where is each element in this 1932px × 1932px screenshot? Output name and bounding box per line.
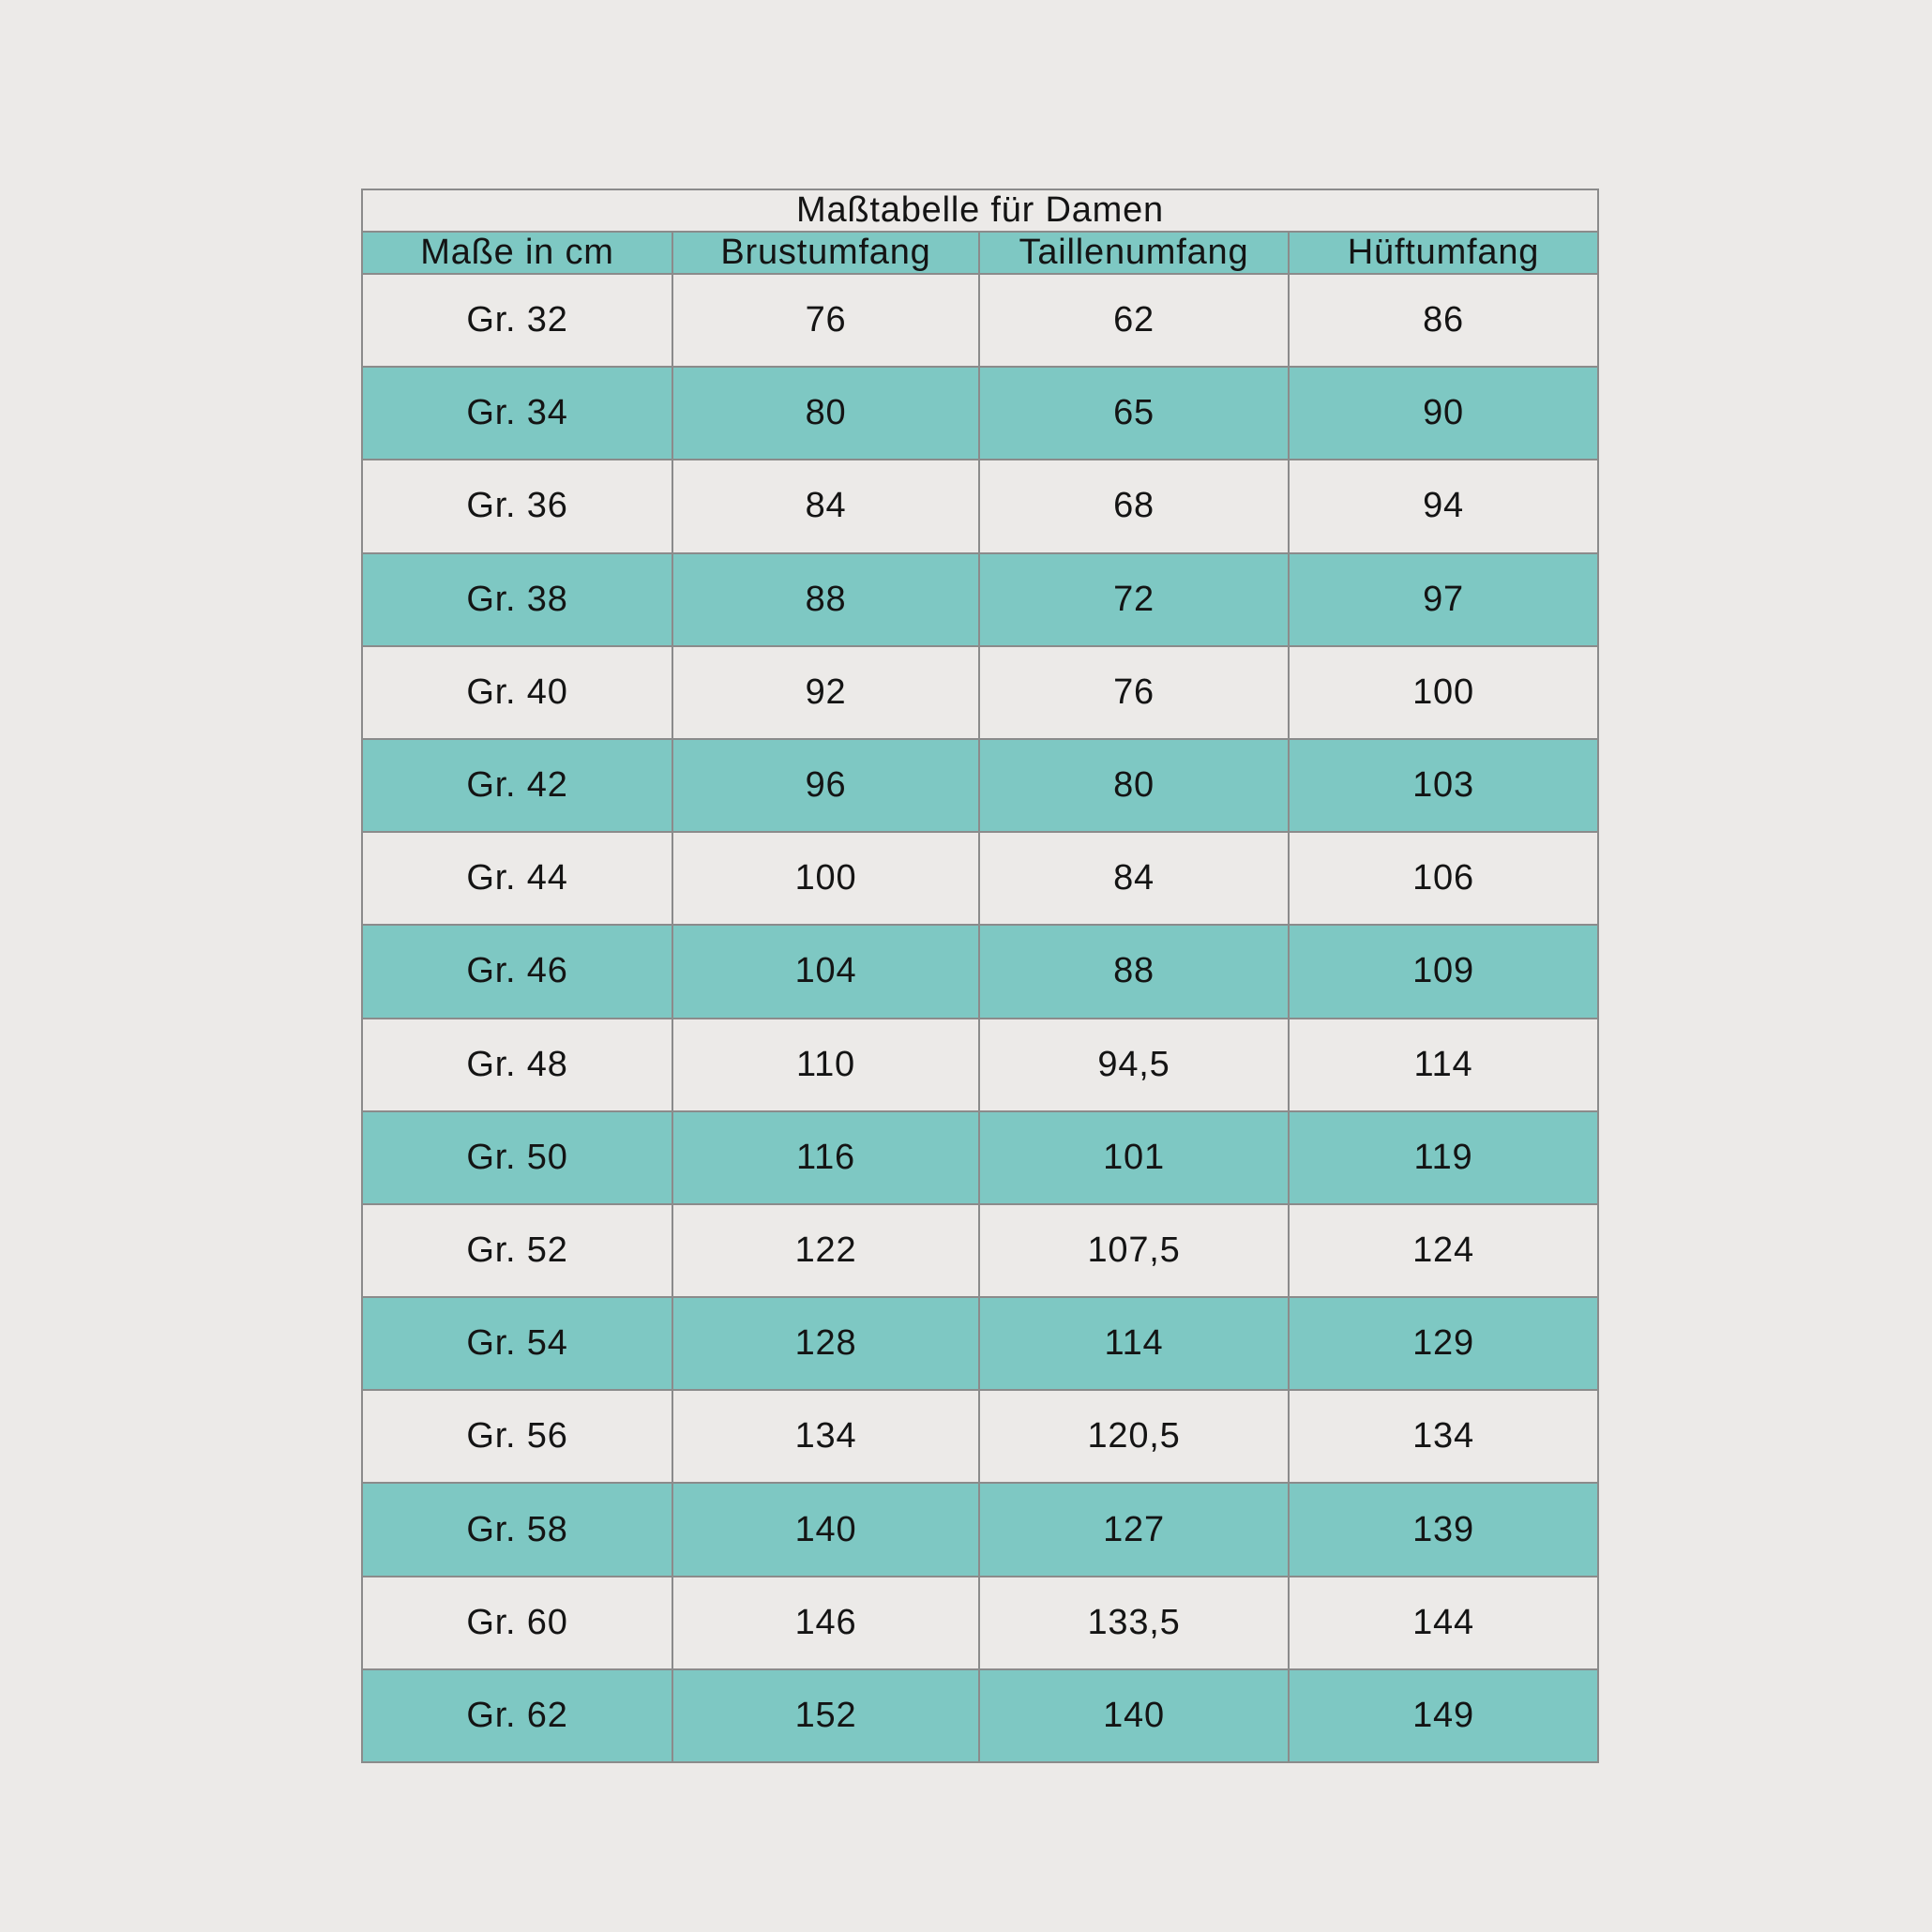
waist-cell: 65 xyxy=(978,366,1290,461)
table-row: Gr. 62 152 140 149 xyxy=(361,1668,1599,1764)
bust-cell: 116 xyxy=(672,1109,980,1205)
waist-cell: 107,5 xyxy=(978,1202,1290,1299)
waist-cell: 88 xyxy=(978,924,1290,1019)
table-row: Gr. 46 104 88 109 xyxy=(361,924,1599,1019)
table-row: Gr. 34 80 65 90 xyxy=(361,366,1599,461)
table-row: Gr. 42 96 80 103 xyxy=(361,737,1599,834)
waist-cell: 94,5 xyxy=(978,1017,1290,1112)
waist-cell: 120,5 xyxy=(978,1389,1290,1485)
table-row: Gr. 50 116 101 119 xyxy=(361,1109,1599,1205)
column-header-bust: Brustumfang xyxy=(672,231,980,275)
hip-cell: 97 xyxy=(1288,551,1599,647)
bust-cell: 104 xyxy=(672,924,980,1019)
column-header-waist: Taillenumfang xyxy=(978,231,1290,275)
hip-cell: 90 xyxy=(1288,366,1599,461)
bust-cell: 140 xyxy=(672,1482,980,1577)
hip-cell: 119 xyxy=(1288,1109,1599,1205)
bust-cell: 128 xyxy=(672,1296,980,1392)
size-cell: Gr. 46 xyxy=(361,924,673,1019)
size-cell: Gr. 62 xyxy=(361,1668,673,1764)
size-cell: Gr. 52 xyxy=(361,1202,673,1299)
hip-cell: 109 xyxy=(1288,924,1599,1019)
waist-cell: 68 xyxy=(978,459,1290,554)
waist-cell: 80 xyxy=(978,737,1290,834)
bust-cell: 110 xyxy=(672,1017,980,1112)
size-cell: Gr. 40 xyxy=(361,644,673,740)
bust-cell: 76 xyxy=(672,272,980,369)
table-row: Gr. 60 146 133,5 144 xyxy=(361,1575,1599,1670)
size-cell: Gr. 36 xyxy=(361,459,673,554)
title-row: Maßtabelle für Damen xyxy=(361,189,1599,233)
size-cell: Gr. 60 xyxy=(361,1575,673,1670)
bust-cell: 84 xyxy=(672,459,980,554)
bust-cell: 92 xyxy=(672,644,980,740)
hip-cell: 144 xyxy=(1288,1575,1599,1670)
hip-cell: 103 xyxy=(1288,737,1599,834)
table-row: Gr. 52 122 107,5 124 xyxy=(361,1202,1599,1299)
table-row: Gr. 44 100 84 106 xyxy=(361,831,1599,927)
size-cell: Gr. 42 xyxy=(361,737,673,834)
table-row: Gr. 40 92 76 100 xyxy=(361,644,1599,740)
bust-cell: 80 xyxy=(672,366,980,461)
hip-cell: 94 xyxy=(1288,459,1599,554)
bust-cell: 100 xyxy=(672,831,980,927)
bust-cell: 122 xyxy=(672,1202,980,1299)
bust-cell: 146 xyxy=(672,1575,980,1670)
hip-cell: 106 xyxy=(1288,831,1599,927)
table-row: Gr. 56 134 120,5 134 xyxy=(361,1389,1599,1485)
size-cell: Gr. 50 xyxy=(361,1109,673,1205)
waist-cell: 76 xyxy=(978,644,1290,740)
waist-cell: 62 xyxy=(978,272,1290,369)
size-cell: Gr. 54 xyxy=(361,1296,673,1392)
size-cell: Gr. 38 xyxy=(361,551,673,647)
size-cell: Gr. 34 xyxy=(361,366,673,461)
table-head: Maßtabelle für Damen Maße in cm Brustumf… xyxy=(361,189,1599,275)
hip-cell: 139 xyxy=(1288,1482,1599,1577)
size-cell: Gr. 56 xyxy=(361,1389,673,1485)
hip-cell: 86 xyxy=(1288,272,1599,369)
hip-cell: 149 xyxy=(1288,1668,1599,1764)
waist-cell: 101 xyxy=(978,1109,1290,1205)
hip-cell: 129 xyxy=(1288,1296,1599,1392)
column-header-hip: Hüftumfang xyxy=(1288,231,1599,275)
waist-cell: 84 xyxy=(978,831,1290,927)
bust-cell: 96 xyxy=(672,737,980,834)
bust-cell: 88 xyxy=(672,551,980,647)
size-cell: Gr. 48 xyxy=(361,1017,673,1112)
table-row: Gr. 48 110 94,5 114 xyxy=(361,1017,1599,1112)
size-cell: Gr. 32 xyxy=(361,272,673,369)
size-cell: Gr. 44 xyxy=(361,831,673,927)
table-row: Gr. 32 76 62 86 xyxy=(361,272,1599,369)
hip-cell: 124 xyxy=(1288,1202,1599,1299)
size-table: Maßtabelle für Damen Maße in cm Brustumf… xyxy=(361,189,1599,1764)
waist-cell: 127 xyxy=(978,1482,1290,1577)
hip-cell: 134 xyxy=(1288,1389,1599,1485)
waist-cell: 133,5 xyxy=(978,1575,1290,1670)
bust-cell: 152 xyxy=(672,1668,980,1764)
bust-cell: 134 xyxy=(672,1389,980,1485)
size-cell: Gr. 58 xyxy=(361,1482,673,1577)
table-title: Maßtabelle für Damen xyxy=(361,189,1599,233)
hip-cell: 100 xyxy=(1288,644,1599,740)
column-header-size: Maße in cm xyxy=(361,231,673,275)
header-row: Maße in cm Brustumfang Taillenumfang Hüf… xyxy=(361,231,1599,275)
table-row: Gr. 38 88 72 97 xyxy=(361,551,1599,647)
table-row: Gr. 54 128 114 129 xyxy=(361,1296,1599,1392)
waist-cell: 140 xyxy=(978,1668,1290,1764)
table-row: Gr. 36 84 68 94 xyxy=(361,459,1599,554)
table-row: Gr. 58 140 127 139 xyxy=(361,1482,1599,1577)
hip-cell: 114 xyxy=(1288,1017,1599,1112)
waist-cell: 114 xyxy=(978,1296,1290,1392)
size-chart: Maßtabelle für Damen Maße in cm Brustumf… xyxy=(361,189,1599,1764)
table-body: Gr. 32 76 62 86 Gr. 34 80 65 90 Gr. 36 84 68 94 Gr. … xyxy=(361,272,1599,1764)
waist-cell: 72 xyxy=(978,551,1290,647)
